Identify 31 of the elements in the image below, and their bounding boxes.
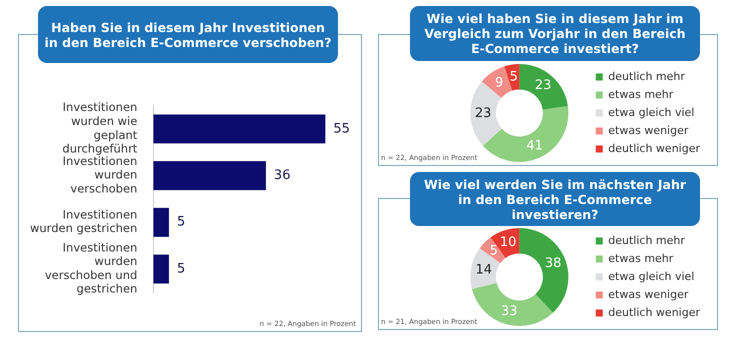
data-label: 33	[500, 304, 518, 320]
legend-label: deutlich mehr	[608, 70, 686, 83]
y-tick-label: Investitionen wurden verschoben und gestrichen	[44, 240, 138, 296]
chart-title: Wie viel haben Sie in diesem Jahr im Vergleich zum Vorjahr in den Bereich E-Commerce investiert?	[410, 6, 700, 61]
data-label: 5	[510, 70, 518, 85]
legend-label: etwas weniger	[608, 124, 689, 137]
legend-label: etwa gleich viel	[608, 106, 694, 119]
data-label: 23	[534, 78, 552, 94]
data-label: 55	[333, 121, 350, 136]
legend-label: etwas mehr	[608, 252, 674, 265]
legend-label: etwas mehr	[608, 88, 674, 101]
data-label: 38	[544, 256, 562, 272]
legend-label: deutlich mehr	[608, 234, 686, 247]
data-label: 10	[500, 234, 516, 250]
data-label: 41	[526, 138, 543, 154]
legend-label: etwas weniger	[608, 288, 689, 301]
chart-title: Haben Sie in diesem Jahr Investitionen in den Bereich E-Commerce verschoben?	[38, 6, 338, 63]
data-label: 9	[495, 75, 504, 90]
legend-label: etwa gleich viel	[608, 270, 694, 283]
y-tick-label: Investitionen wurden verschoben	[62, 154, 138, 196]
legend-label: deutlich weniger	[608, 142, 700, 155]
data-label: 23	[474, 106, 492, 121]
y-tick-label: Investitionen wurden wie geplant durchgeführt	[62, 100, 138, 156]
data-label: 36	[274, 168, 290, 184]
data-label: 14	[475, 262, 492, 278]
y-tick-label: Investitionen wurden gestrichen	[30, 207, 138, 236]
data-label: 5	[176, 261, 186, 276]
data-label: 5	[490, 244, 498, 259]
data-label: 5	[176, 214, 186, 230]
legend-label: deutlich weniger	[608, 306, 700, 319]
chart-title: Wie viel werden Sie im nächsten Jahr in den Bereich E-Commerce investieren?	[410, 172, 700, 226]
